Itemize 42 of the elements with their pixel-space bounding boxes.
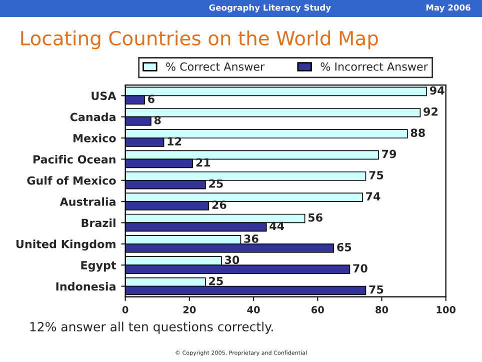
y-tick-label: United Kingdom [16,240,116,251]
x-tick-label: 0 [122,306,128,314]
data-label: 21 [196,158,210,166]
y-tick-label: USA [92,92,116,100]
data-label: 6 [148,94,154,104]
x-tick-label: 80 [376,306,388,314]
x-tick-label: 60 [311,306,324,314]
data-label: 44 [270,222,284,230]
y-tick-label: Egypt [81,261,116,272]
data-label: 25 [209,179,223,188]
y-tick-label: Brazil [82,218,116,228]
y-tick-label: Canada [70,112,116,122]
x-tick-label: 20 [183,306,196,314]
data-label: 79 [382,150,396,158]
data-label: 75 [369,171,384,180]
y-tick-label: Pacific Ocean [33,154,116,164]
legend-label: % Incorrect Answer [320,62,428,71]
data-label: 65 [337,242,352,252]
legend-label: % Correct Answer [166,62,265,71]
x-tick-label: 100 [436,306,456,314]
data-label: 26 [212,200,226,210]
data-label: 94 [430,86,444,95]
data-label: 88 [410,128,425,137]
data-label: 74 [366,192,380,200]
y-tick-label: Australia [60,197,116,206]
text: May 2006 [426,4,470,12]
data-label: 56 [308,213,322,222]
data-label: 92 [424,107,438,116]
text: 12% answer all ten questions correctly. [30,322,273,334]
y-tick-label: Mexico [74,134,116,142]
data-label: 8 [154,116,161,124]
chart-title: Locating Countries on the World Map [21,30,378,50]
x-tick-label: 40 [247,306,260,314]
data-label: 30 [225,256,240,264]
data-label: 75 [369,285,384,294]
data-label: 70 [353,264,368,273]
y-tick-label: Gulf of Mexico [27,176,116,185]
y-tick-label: Indonesia [56,282,116,291]
text: Geography Literacy Study [209,4,331,12]
data-label: 36 [244,234,258,243]
data-label: 12 [168,137,182,146]
data-label: 25 [209,276,223,286]
